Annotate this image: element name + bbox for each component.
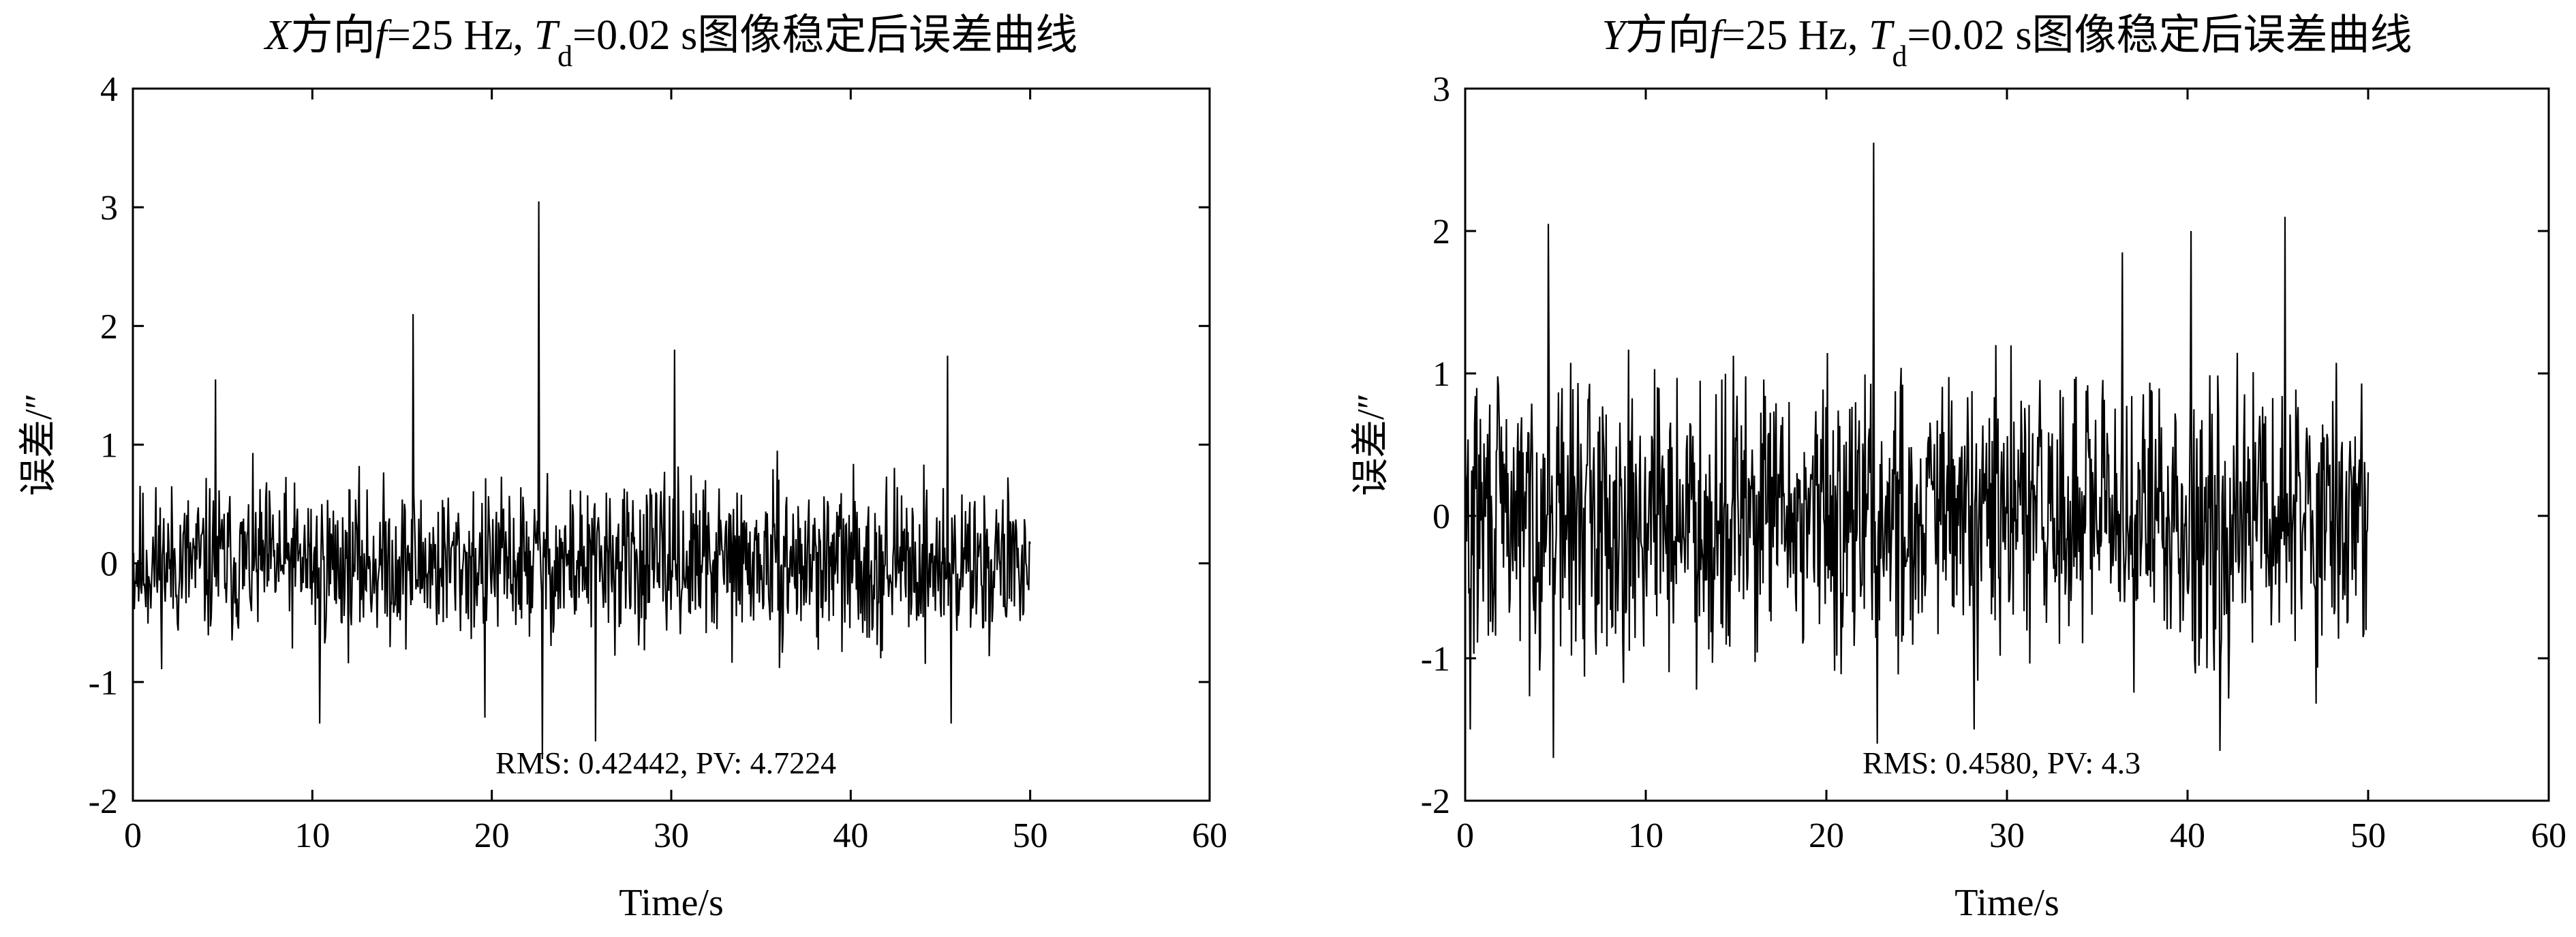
y-tick-label: 0 (1432, 497, 1450, 536)
y-tick-label: 3 (100, 189, 118, 228)
x-tick-label: 10 (1628, 816, 1663, 855)
x-tick-label: 0 (124, 816, 142, 855)
chart-title: X方向f=25 Hz, Td=0.02 s图像稳定后误差曲线 (263, 12, 1077, 73)
x-axis-label: Time/s (1954, 882, 2059, 924)
plot-frame (132, 87, 1211, 802)
stats-annotation: RMS: 0.42442, PV: 4.7224 (495, 746, 836, 780)
y-tick-label: -1 (89, 664, 118, 703)
y-tick-label: -1 (1421, 640, 1450, 679)
x-tick-label: 20 (1809, 816, 1844, 855)
stats-annotation: RMS: 0.4580, PV: 4.3 (1862, 746, 2141, 780)
x-tick-label: 50 (1013, 816, 1048, 855)
x-tick-label: 40 (2170, 816, 2205, 855)
x-tick-label: 20 (474, 816, 510, 855)
y-tick-label: 2 (1432, 213, 1450, 251)
series-line (132, 201, 1031, 760)
y-tick-label: 3 (1432, 70, 1450, 109)
x-tick-label: 10 (294, 816, 330, 855)
y-tick-label: -2 (89, 782, 118, 821)
x-tick-label: 30 (654, 816, 689, 855)
series-line (1464, 142, 2370, 758)
y-axis-label: 误差/″ (1350, 393, 1392, 496)
x-tick-label: 0 (1456, 816, 1474, 855)
chart-title: Y方向f=25 Hz, Td=0.02 s图像稳定后误差曲线 (1601, 12, 2412, 73)
y-tick-label: 2 (100, 307, 118, 346)
y-tick-label: 1 (1432, 355, 1450, 394)
x-tick-label: 60 (1192, 816, 1227, 855)
y-tick-label: 1 (100, 427, 118, 465)
x-tick-label: 40 (833, 816, 868, 855)
x-tick-label: 50 (2350, 816, 2386, 855)
y-tick-label: -2 (1421, 782, 1450, 821)
y-tick-label: 0 (100, 545, 118, 584)
x-tick-label: 60 (2531, 816, 2566, 855)
y-tick-label: 4 (100, 70, 118, 109)
x-tick-label: 30 (1989, 816, 2025, 855)
x-axis-label: Time/s (619, 882, 724, 924)
y-axis-label: 误差/″ (18, 393, 60, 496)
